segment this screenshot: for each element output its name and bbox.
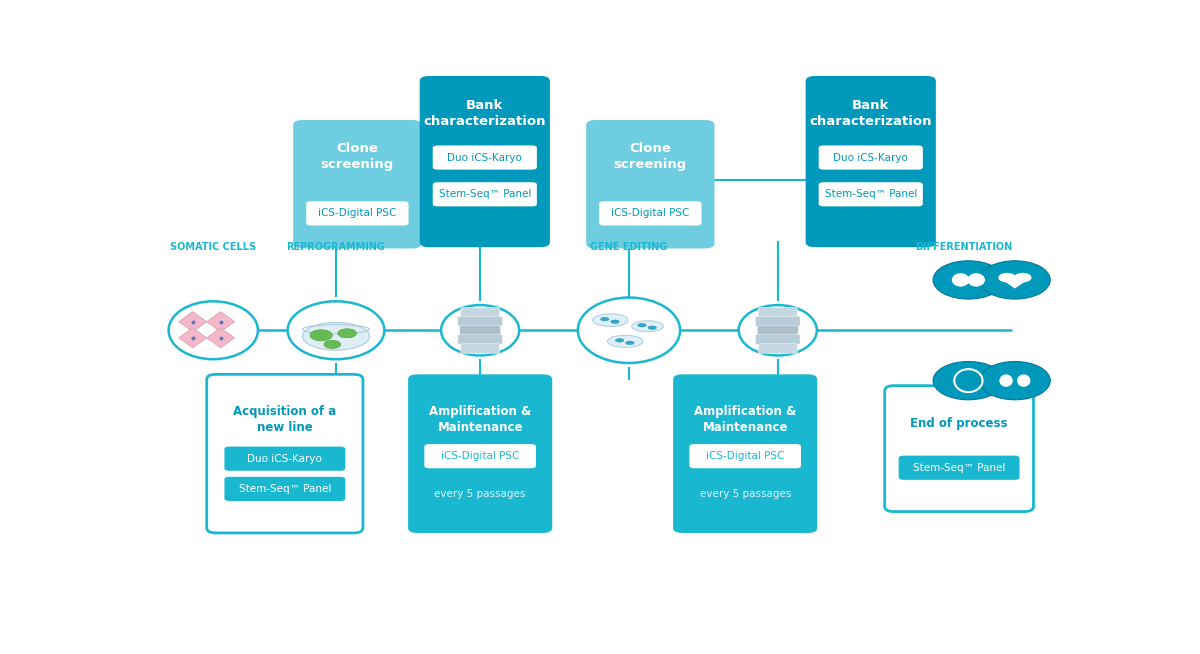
Text: Stem-Seq™ Panel: Stem-Seq™ Panel: [913, 463, 1006, 473]
FancyBboxPatch shape: [206, 374, 362, 533]
Text: every 5 passages: every 5 passages: [700, 489, 791, 499]
Ellipse shape: [442, 305, 520, 355]
Polygon shape: [179, 328, 206, 348]
Text: Duo iCS-Karyo: Duo iCS-Karyo: [448, 152, 522, 163]
Ellipse shape: [593, 314, 628, 326]
Polygon shape: [206, 312, 235, 332]
FancyBboxPatch shape: [224, 447, 346, 471]
FancyBboxPatch shape: [899, 456, 1020, 480]
Ellipse shape: [637, 324, 646, 327]
Polygon shape: [206, 328, 235, 348]
Ellipse shape: [169, 301, 258, 359]
FancyBboxPatch shape: [461, 307, 499, 317]
FancyBboxPatch shape: [460, 326, 500, 336]
FancyBboxPatch shape: [884, 386, 1033, 511]
FancyBboxPatch shape: [756, 317, 800, 326]
Text: Stem-Seq™ Panel: Stem-Seq™ Panel: [439, 189, 530, 199]
Text: Acquisition of a
new line: Acquisition of a new line: [233, 405, 336, 434]
Text: iCS-Digital PSC: iCS-Digital PSC: [440, 451, 520, 461]
FancyBboxPatch shape: [408, 374, 552, 533]
Ellipse shape: [967, 273, 985, 286]
FancyBboxPatch shape: [689, 444, 802, 468]
Text: Clone
screening: Clone screening: [320, 142, 394, 171]
Ellipse shape: [631, 320, 664, 332]
FancyBboxPatch shape: [293, 120, 421, 249]
Ellipse shape: [648, 326, 656, 330]
Circle shape: [934, 261, 1003, 299]
Text: iCS-Digital PSC: iCS-Digital PSC: [318, 209, 396, 218]
FancyBboxPatch shape: [586, 120, 714, 249]
Text: Amplification &
Maintenance: Amplification & Maintenance: [694, 405, 797, 434]
FancyBboxPatch shape: [306, 201, 408, 226]
Ellipse shape: [611, 320, 619, 324]
Text: SOMATIC CELLS: SOMATIC CELLS: [170, 242, 257, 252]
Ellipse shape: [739, 305, 817, 355]
Circle shape: [979, 261, 1050, 299]
Text: Bank
characterization: Bank characterization: [810, 99, 932, 128]
Ellipse shape: [302, 322, 370, 350]
FancyBboxPatch shape: [805, 76, 936, 247]
Text: Stem-Seq™ Panel: Stem-Seq™ Panel: [239, 484, 331, 494]
Ellipse shape: [1018, 374, 1031, 387]
FancyBboxPatch shape: [673, 374, 817, 533]
FancyBboxPatch shape: [818, 145, 923, 169]
FancyBboxPatch shape: [458, 317, 503, 326]
Ellipse shape: [310, 330, 332, 341]
FancyBboxPatch shape: [433, 182, 536, 207]
Text: iCS-Digital PSC: iCS-Digital PSC: [611, 209, 690, 218]
Circle shape: [934, 362, 1003, 400]
FancyBboxPatch shape: [757, 326, 798, 336]
Text: Duo iCS-Karyo: Duo iCS-Karyo: [247, 454, 323, 464]
FancyBboxPatch shape: [758, 343, 797, 353]
Text: Clone
screening: Clone screening: [613, 142, 686, 171]
Text: Bank
characterization: Bank characterization: [424, 99, 546, 128]
Text: Duo iCS-Karyo: Duo iCS-Karyo: [833, 152, 908, 163]
Ellipse shape: [1000, 374, 1013, 387]
FancyBboxPatch shape: [461, 343, 499, 353]
Text: GENE EDITING: GENE EDITING: [590, 242, 667, 252]
FancyBboxPatch shape: [420, 76, 550, 247]
Ellipse shape: [616, 339, 624, 342]
Text: End of process: End of process: [911, 417, 1008, 430]
Ellipse shape: [952, 273, 970, 286]
FancyBboxPatch shape: [599, 201, 702, 226]
Text: DIFFERENTIATION: DIFFERENTIATION: [916, 242, 1013, 252]
Text: iCS-Digital PSC: iCS-Digital PSC: [706, 451, 785, 461]
FancyBboxPatch shape: [818, 182, 923, 207]
FancyBboxPatch shape: [433, 145, 536, 169]
Ellipse shape: [324, 340, 341, 349]
Text: every 5 passages: every 5 passages: [434, 489, 526, 499]
Text: Stem-Seq™ Panel: Stem-Seq™ Panel: [824, 189, 917, 199]
Ellipse shape: [600, 317, 608, 321]
Ellipse shape: [625, 341, 634, 345]
FancyBboxPatch shape: [224, 477, 346, 501]
FancyBboxPatch shape: [425, 444, 536, 468]
Ellipse shape: [338, 329, 356, 338]
Ellipse shape: [288, 301, 384, 359]
Ellipse shape: [578, 298, 680, 363]
Text: Amplification &
Maintenance: Amplification & Maintenance: [430, 405, 532, 434]
Text: REPROGRAMMING: REPROGRAMMING: [287, 242, 385, 252]
Polygon shape: [179, 312, 206, 332]
FancyBboxPatch shape: [758, 307, 797, 317]
Circle shape: [1014, 273, 1032, 283]
FancyBboxPatch shape: [458, 335, 503, 345]
Ellipse shape: [607, 336, 643, 347]
Circle shape: [998, 273, 1016, 283]
Circle shape: [979, 362, 1050, 400]
Polygon shape: [998, 277, 1031, 288]
FancyBboxPatch shape: [756, 335, 800, 345]
